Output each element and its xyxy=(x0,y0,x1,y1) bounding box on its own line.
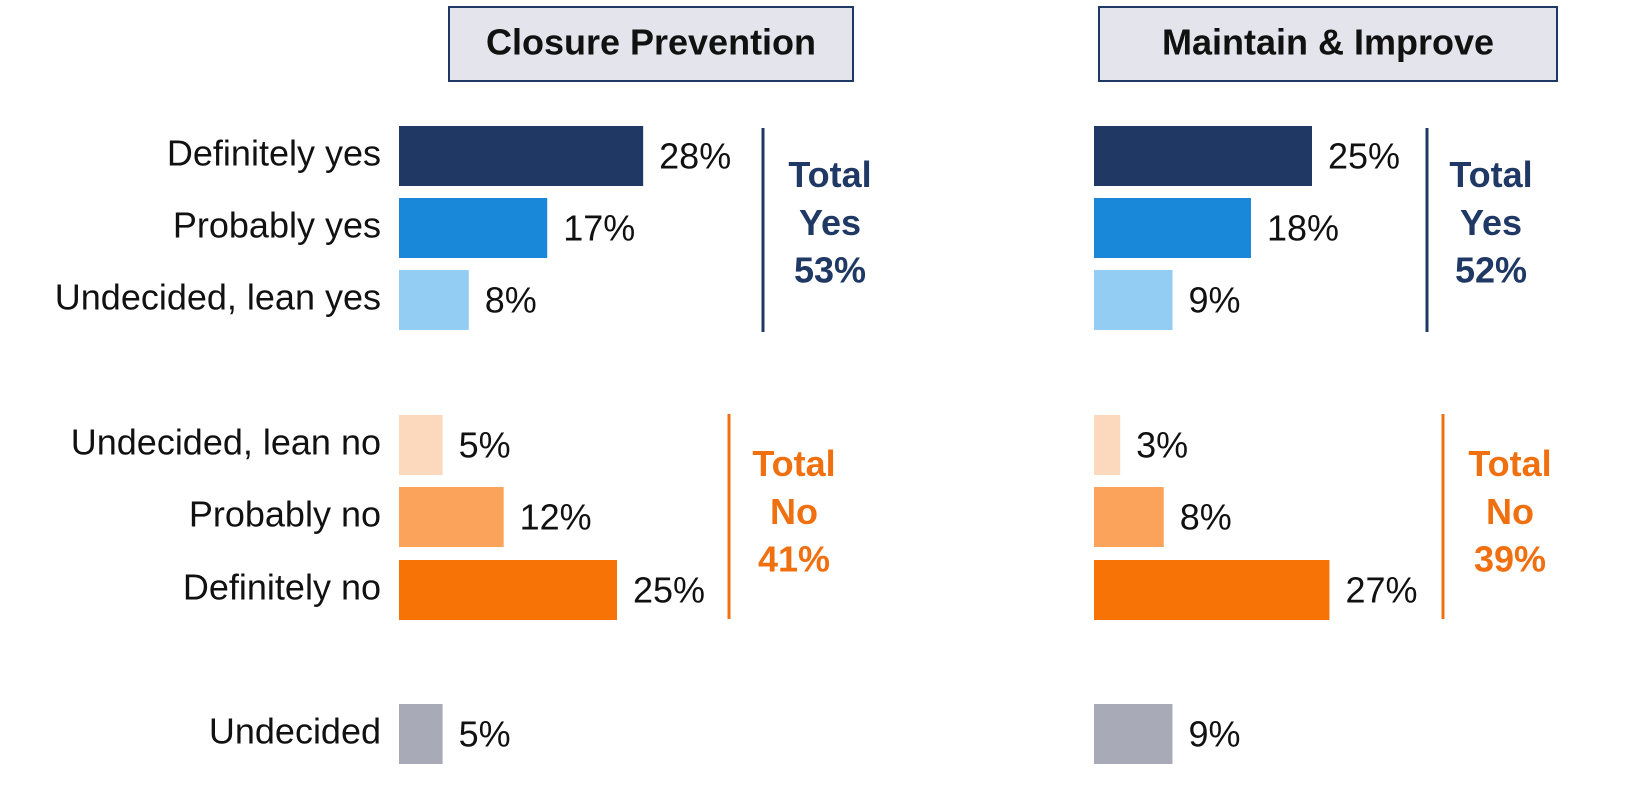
value-label: 17% xyxy=(563,208,635,249)
category-label: Definitely no xyxy=(183,567,381,608)
panel-title-box xyxy=(448,6,854,82)
value-label: 8% xyxy=(1180,497,1232,538)
total-label: Total No xyxy=(1468,443,1551,532)
value-label: 25% xyxy=(633,570,705,611)
bar xyxy=(1094,270,1173,330)
value-label: 27% xyxy=(1345,570,1417,611)
bar xyxy=(399,270,469,330)
panel-title: Maintain & Improve xyxy=(1162,22,1494,63)
total-label: Total Yes xyxy=(788,154,871,243)
category-label: Undecided, lean yes xyxy=(55,277,381,318)
total-label: Total Yes xyxy=(1449,154,1532,243)
bar xyxy=(399,560,617,620)
bar xyxy=(1094,560,1330,620)
value-label: 18% xyxy=(1267,208,1339,249)
bar xyxy=(1094,704,1173,764)
bar xyxy=(1094,415,1121,475)
value-label: 9% xyxy=(1188,714,1240,755)
bar xyxy=(1094,487,1164,547)
value-label: 12% xyxy=(520,497,592,538)
bar xyxy=(399,126,644,186)
value-label: 25% xyxy=(1328,136,1400,177)
value-label: 28% xyxy=(659,136,731,177)
total-label: Total No xyxy=(752,443,835,532)
value-label: 3% xyxy=(1136,425,1188,466)
bar xyxy=(399,415,443,475)
category-label: Undecided xyxy=(209,711,381,752)
category-label: Definitely yes xyxy=(167,133,381,174)
bar xyxy=(399,704,443,764)
category-label: Undecided, lean no xyxy=(71,422,381,463)
bar xyxy=(399,487,504,547)
bar xyxy=(399,198,548,258)
total-value: 39% xyxy=(1474,539,1546,580)
category-label: Probably yes xyxy=(173,205,381,246)
bar xyxy=(1094,198,1251,258)
value-label: 5% xyxy=(459,425,511,466)
value-label: 5% xyxy=(459,714,511,755)
panel-title: Closure Prevention xyxy=(486,22,816,63)
bar xyxy=(1094,126,1312,186)
total-value: 41% xyxy=(758,539,830,580)
total-value: 53% xyxy=(794,250,866,291)
value-label: 8% xyxy=(485,280,537,321)
panel-title-box xyxy=(1098,6,1558,82)
value-label: 9% xyxy=(1188,280,1240,321)
total-value: 52% xyxy=(1455,250,1527,291)
category-label: Probably no xyxy=(189,494,381,535)
